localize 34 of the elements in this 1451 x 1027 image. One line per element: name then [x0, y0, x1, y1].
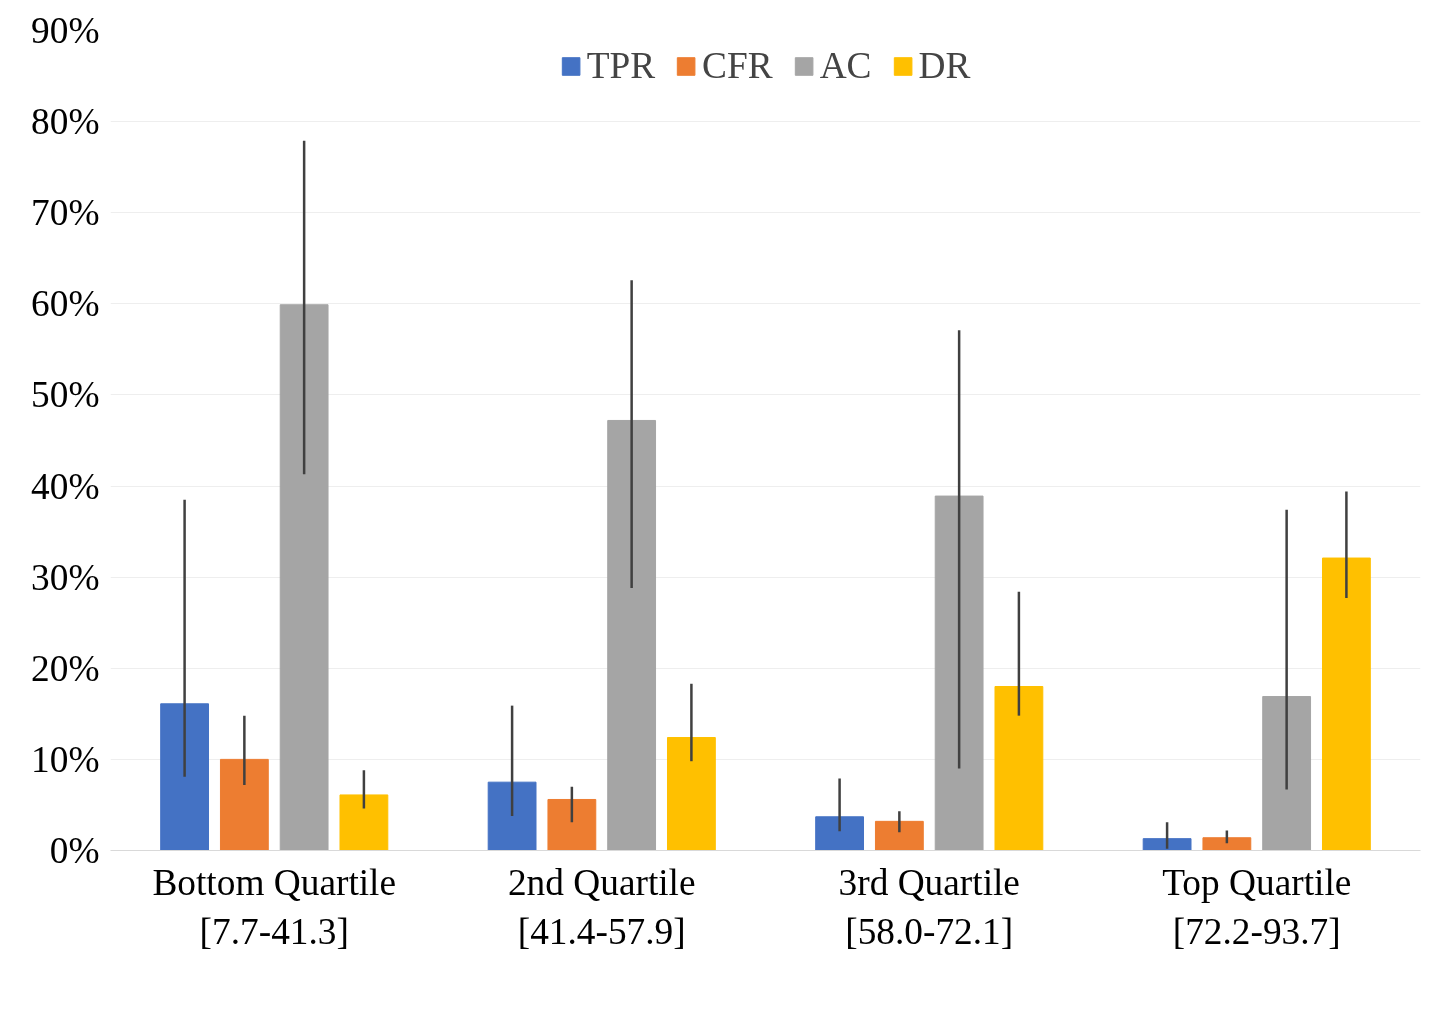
y-tick-label: 30%	[31, 556, 100, 598]
y-tick-label: 20%	[31, 647, 100, 689]
y-tick-label: 80%	[31, 101, 100, 143]
x-tick-label: 3rd Quartile [58.0-72.1]	[838, 861, 1020, 952]
bar	[607, 419, 657, 851]
bar	[339, 794, 389, 851]
y-tick-label: 60%	[31, 283, 100, 325]
bar	[874, 820, 924, 851]
legend-label: DR	[918, 44, 971, 87]
x-tick-label: Bottom Quartile [7.7-41.3]	[152, 861, 397, 952]
bar	[547, 798, 597, 851]
bar	[934, 495, 984, 851]
y-tick-label: 10%	[31, 738, 100, 780]
bar	[667, 737, 716, 851]
bar	[815, 816, 864, 851]
legend-label: AC	[819, 44, 872, 87]
bar	[1142, 838, 1192, 851]
bar	[279, 304, 329, 851]
bar	[994, 686, 1044, 851]
bar	[160, 703, 209, 851]
legend-label: CFR	[702, 44, 773, 87]
bar	[487, 781, 537, 851]
y-tick-label: 0%	[49, 830, 100, 871]
bar	[1262, 696, 1312, 851]
y-tick-label: 90%	[31, 10, 100, 51]
bar	[219, 758, 269, 851]
bar	[1202, 837, 1252, 851]
legend-label: TPR	[586, 44, 656, 87]
y-tick-label: 40%	[31, 465, 100, 507]
y-tick-label: 70%	[31, 192, 100, 234]
y-tick-label: 50%	[31, 374, 100, 416]
x-tick-label: Top Quartile [72.2-93.7]	[1162, 861, 1352, 952]
bar	[1322, 557, 1371, 851]
x-tick-label: 2nd Quartile [41.4-57.9]	[507, 861, 696, 952]
